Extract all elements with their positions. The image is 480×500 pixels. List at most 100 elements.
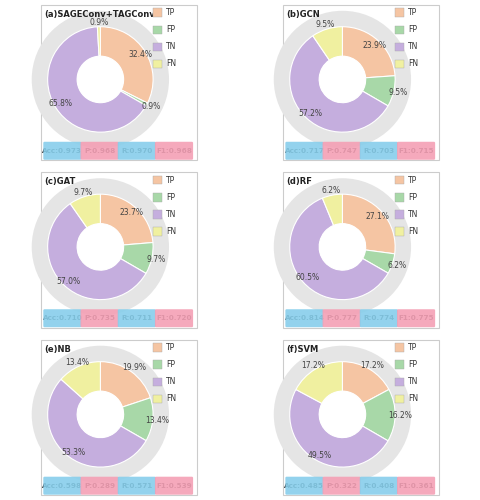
Wedge shape	[323, 194, 342, 226]
FancyBboxPatch shape	[153, 394, 162, 403]
FancyBboxPatch shape	[360, 142, 398, 160]
FancyBboxPatch shape	[153, 344, 162, 352]
Text: 49.5%: 49.5%	[308, 450, 332, 460]
Wedge shape	[342, 26, 395, 78]
Text: F1:0.361: F1:0.361	[398, 482, 434, 488]
FancyBboxPatch shape	[153, 42, 162, 51]
Text: Acc:0.710: Acc:0.710	[43, 315, 82, 321]
FancyBboxPatch shape	[395, 60, 404, 68]
Wedge shape	[120, 90, 147, 106]
Text: 6.2%: 6.2%	[322, 186, 341, 195]
Wedge shape	[97, 26, 100, 56]
Wedge shape	[342, 362, 389, 404]
FancyBboxPatch shape	[395, 394, 404, 403]
Text: FP: FP	[408, 26, 417, 35]
Wedge shape	[100, 362, 150, 407]
Text: FP: FP	[166, 193, 175, 202]
FancyBboxPatch shape	[43, 476, 82, 494]
Wedge shape	[100, 194, 153, 245]
Text: (a)SAGEConv+TAGConv: (a)SAGEConv+TAGConv	[45, 10, 156, 18]
FancyBboxPatch shape	[395, 360, 404, 369]
Text: 65.8%: 65.8%	[49, 100, 73, 108]
Text: R:0.571: R:0.571	[121, 482, 153, 488]
FancyBboxPatch shape	[153, 176, 162, 184]
FancyBboxPatch shape	[118, 142, 156, 160]
Text: 16.2%: 16.2%	[388, 411, 412, 420]
FancyBboxPatch shape	[153, 227, 162, 235]
Text: P:0.289: P:0.289	[84, 482, 115, 488]
FancyBboxPatch shape	[395, 344, 404, 352]
Text: 0.9%: 0.9%	[89, 18, 108, 26]
Text: FP: FP	[408, 193, 417, 202]
Wedge shape	[362, 390, 395, 441]
FancyBboxPatch shape	[155, 476, 193, 494]
Text: P:0.747: P:0.747	[326, 148, 357, 154]
FancyBboxPatch shape	[81, 142, 119, 160]
Text: 23.9%: 23.9%	[362, 41, 386, 50]
Text: TP: TP	[408, 8, 418, 18]
FancyBboxPatch shape	[155, 309, 193, 327]
FancyBboxPatch shape	[397, 142, 435, 160]
Text: F1:0.720: F1:0.720	[156, 315, 192, 321]
Text: F1:0.968: F1:0.968	[156, 148, 192, 154]
FancyBboxPatch shape	[395, 193, 404, 202]
Text: FN: FN	[408, 394, 419, 404]
Wedge shape	[48, 27, 146, 132]
Text: FP: FP	[408, 360, 417, 369]
Wedge shape	[120, 398, 153, 440]
Wedge shape	[61, 362, 100, 399]
Text: 17.2%: 17.2%	[301, 360, 325, 370]
Text: R:0.970: R:0.970	[121, 148, 153, 154]
FancyBboxPatch shape	[81, 309, 119, 327]
FancyBboxPatch shape	[395, 227, 404, 235]
Text: P:0.322: P:0.322	[326, 482, 357, 488]
Text: P:0.777: P:0.777	[326, 315, 357, 321]
FancyBboxPatch shape	[323, 476, 360, 494]
FancyBboxPatch shape	[285, 142, 324, 160]
Text: (d)RF: (d)RF	[287, 177, 312, 186]
Text: TP: TP	[166, 8, 176, 18]
Text: FN: FN	[166, 394, 176, 404]
Text: TP: TP	[166, 343, 176, 352]
FancyBboxPatch shape	[153, 26, 162, 34]
Text: TP: TP	[408, 176, 418, 184]
Text: 27.1%: 27.1%	[365, 212, 389, 220]
FancyBboxPatch shape	[395, 26, 404, 34]
Text: 57.2%: 57.2%	[299, 109, 323, 118]
Wedge shape	[120, 242, 153, 274]
FancyBboxPatch shape	[395, 8, 404, 17]
FancyBboxPatch shape	[397, 309, 435, 327]
Text: P:0.735: P:0.735	[84, 315, 115, 321]
FancyBboxPatch shape	[323, 142, 360, 160]
Text: (b)GCN: (b)GCN	[287, 10, 320, 18]
Text: FN: FN	[166, 227, 176, 236]
FancyBboxPatch shape	[285, 309, 324, 327]
Text: 13.4%: 13.4%	[65, 358, 89, 366]
Text: Acc:0.598: Acc:0.598	[42, 482, 83, 488]
Text: R:0.408: R:0.408	[363, 482, 395, 488]
Circle shape	[77, 224, 124, 270]
Text: F1:0.775: F1:0.775	[398, 315, 434, 321]
Text: (e)NB: (e)NB	[45, 344, 72, 354]
Text: 6.2%: 6.2%	[387, 261, 406, 270]
Wedge shape	[342, 194, 395, 254]
Text: FP: FP	[166, 26, 175, 35]
Text: TN: TN	[166, 42, 177, 51]
FancyBboxPatch shape	[360, 309, 398, 327]
FancyBboxPatch shape	[153, 8, 162, 17]
Wedge shape	[48, 380, 146, 467]
FancyBboxPatch shape	[323, 309, 360, 327]
Circle shape	[77, 391, 124, 438]
Text: TP: TP	[166, 176, 176, 184]
Text: 0.9%: 0.9%	[141, 102, 160, 111]
Circle shape	[319, 224, 366, 270]
FancyBboxPatch shape	[43, 309, 82, 327]
Text: 9.5%: 9.5%	[389, 88, 408, 97]
Circle shape	[77, 56, 124, 102]
Wedge shape	[48, 204, 146, 300]
FancyBboxPatch shape	[285, 476, 324, 494]
Text: FN: FN	[408, 227, 419, 236]
Text: (f)SVM: (f)SVM	[287, 344, 319, 354]
Text: FN: FN	[408, 60, 419, 68]
FancyBboxPatch shape	[153, 378, 162, 386]
